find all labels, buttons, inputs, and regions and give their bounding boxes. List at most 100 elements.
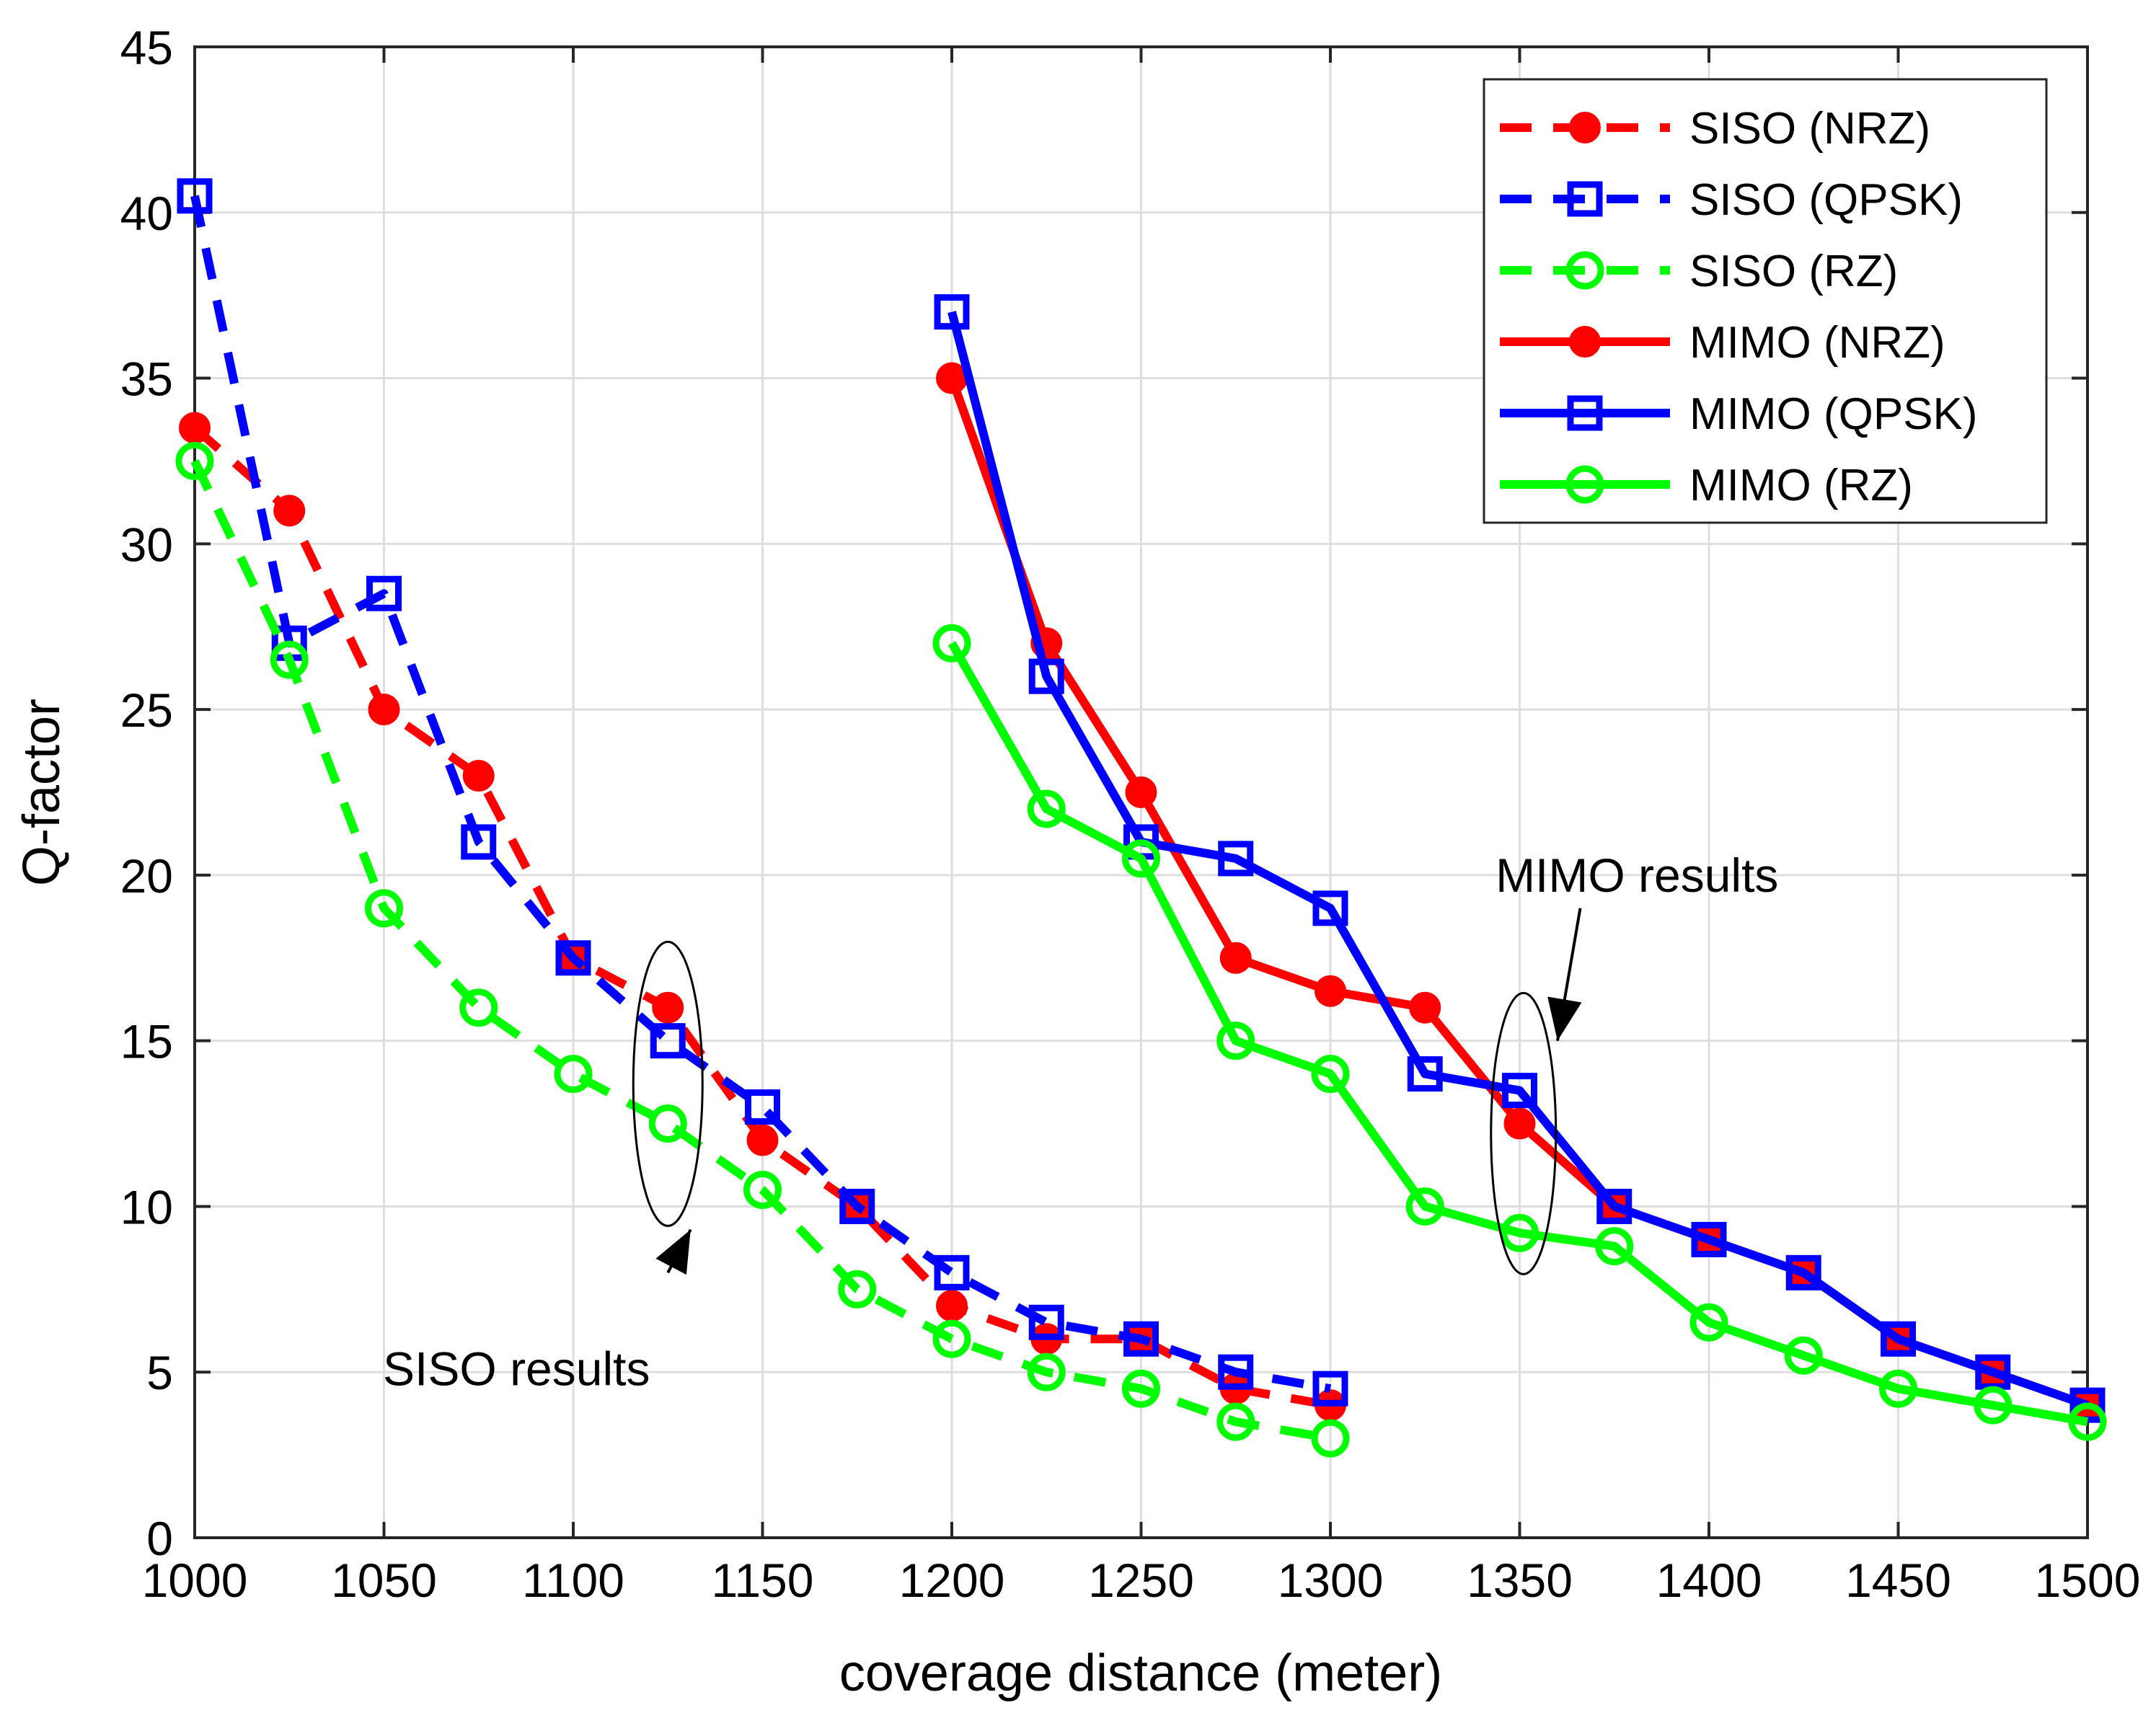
y-axis-ticks: 0 5 10 15 20 25 30 35 40 45 xyxy=(120,21,2087,1565)
annotations: SISO results MIMO results xyxy=(383,849,1778,1396)
data-point xyxy=(1503,1107,1536,1140)
data-point xyxy=(652,991,684,1024)
series-line xyxy=(947,641,2089,1427)
data-point xyxy=(1691,1221,1727,1257)
data-point xyxy=(838,1270,877,1308)
legend: SISO (NRZ) SISO (QPSK) SISO (RZ) MIMO (NRZ)… xyxy=(1483,78,2048,524)
data-point xyxy=(1595,1227,1634,1266)
data-point xyxy=(366,575,402,611)
series-line xyxy=(190,195,1332,1394)
data-point xyxy=(650,1023,686,1059)
data-point xyxy=(461,824,497,860)
data-point xyxy=(1218,841,1254,877)
data-point xyxy=(1785,1254,1821,1290)
x-tick-label: 1200 xyxy=(899,1554,1005,1607)
annotation-ellipse xyxy=(1490,991,1558,1275)
x-tick-label: 1500 xyxy=(2035,1554,2141,1607)
data-point xyxy=(555,940,591,976)
x-tick-label: 1000 xyxy=(142,1554,248,1607)
data-point xyxy=(1784,1336,1823,1375)
series-layer xyxy=(175,178,2107,1458)
data-point xyxy=(175,441,214,480)
data-point xyxy=(1028,658,1064,694)
data-point xyxy=(365,889,403,928)
legend-label: SISO (QPSK) xyxy=(1689,175,1963,225)
y-tick-label: 5 xyxy=(146,1346,173,1399)
annotation-label: SISO results xyxy=(383,1342,650,1396)
x-tick-label: 1350 xyxy=(1467,1554,1573,1607)
legend-box xyxy=(1483,78,2048,524)
data-point xyxy=(1216,1022,1255,1060)
y-tick-label: 25 xyxy=(120,683,173,737)
data-point xyxy=(743,1170,782,1209)
legend-entry: MIMO (NRZ) xyxy=(1500,318,1945,368)
data-point xyxy=(1501,1213,1539,1252)
data-point xyxy=(1122,1369,1160,1408)
data-point xyxy=(1027,789,1066,828)
data-point xyxy=(932,624,971,663)
x-tick-label: 1250 xyxy=(1088,1554,1194,1607)
x-tick-label: 1300 xyxy=(1278,1554,1384,1607)
data-point xyxy=(936,1290,968,1322)
y-tick-label: 30 xyxy=(120,518,173,571)
legend-label: SISO (NRZ) xyxy=(1689,104,1930,154)
data-point xyxy=(1028,1304,1064,1340)
data-point xyxy=(745,1089,780,1125)
annotation-mimo-results: MIMO results xyxy=(1490,849,1778,1275)
y-tick-label: 0 xyxy=(146,1512,173,1565)
x-tick-label: 1400 xyxy=(1656,1554,1762,1607)
legend-label: SISO (RZ) xyxy=(1689,247,1898,296)
x-axis-ticks: 1000 1050 1100 1150 1200 1250 1300 1350 1400 1450… xyxy=(142,47,2141,1607)
legend-entry: SISO (RZ) xyxy=(1500,247,1898,296)
x-tick-label: 1450 xyxy=(1845,1554,1951,1607)
data-point xyxy=(1311,1055,1350,1094)
legend-marker xyxy=(1567,395,1603,431)
data-point xyxy=(1125,776,1157,808)
y-tick-label: 45 xyxy=(120,21,173,74)
data-point xyxy=(746,1124,779,1156)
data-point xyxy=(1974,1386,2013,1425)
data-point xyxy=(1312,890,1348,926)
data-point xyxy=(1218,1354,1254,1390)
data-point xyxy=(177,178,213,214)
data-point xyxy=(1879,1369,1917,1408)
data-point xyxy=(1027,1352,1066,1391)
legend-entry: SISO (NRZ) xyxy=(1500,104,1930,154)
series-mimo-rz xyxy=(932,624,2107,1441)
data-point xyxy=(1219,942,1252,974)
y-tick-label: 35 xyxy=(120,353,173,406)
legend-marker xyxy=(1565,251,1604,290)
data-point xyxy=(934,1254,970,1290)
data-point xyxy=(1312,1370,1348,1407)
data-point xyxy=(1881,1321,1916,1357)
legend-label: MIMO (QPSK) xyxy=(1689,389,1978,439)
data-point xyxy=(1689,1303,1728,1342)
series-siso-qpsk xyxy=(177,178,1348,1407)
annotation-label: MIMO results xyxy=(1495,849,1778,902)
y-tick-label: 40 xyxy=(120,187,173,240)
data-point xyxy=(1407,1056,1443,1092)
data-point xyxy=(932,1319,971,1358)
annotation-ellipse xyxy=(632,940,704,1227)
data-point xyxy=(459,988,498,1027)
legend-entry: SISO (QPSK) xyxy=(1500,175,1963,225)
legend-label: MIMO (RZ) xyxy=(1689,461,1913,510)
annotation-siso-results: SISO results xyxy=(383,940,704,1396)
data-point xyxy=(1123,1321,1159,1357)
data-point xyxy=(648,1104,687,1143)
annotation-arrow-head xyxy=(655,1229,691,1275)
data-point xyxy=(368,694,400,726)
legend-marker xyxy=(1565,465,1604,504)
data-point xyxy=(1122,839,1160,878)
y-axis-title: Q-factor xyxy=(13,699,71,886)
x-tick-label: 1100 xyxy=(522,1554,624,1607)
data-point xyxy=(1596,1188,1633,1224)
legend-marker xyxy=(1567,181,1603,217)
legend-entry: MIMO (RZ) xyxy=(1500,461,1913,510)
data-point xyxy=(839,1188,875,1224)
x-tick-label: 1150 xyxy=(712,1554,814,1607)
data-point xyxy=(1216,1402,1255,1441)
legend-label: MIMO (NRZ) xyxy=(1689,318,1945,368)
annotation-arrow-head xyxy=(1547,996,1582,1041)
